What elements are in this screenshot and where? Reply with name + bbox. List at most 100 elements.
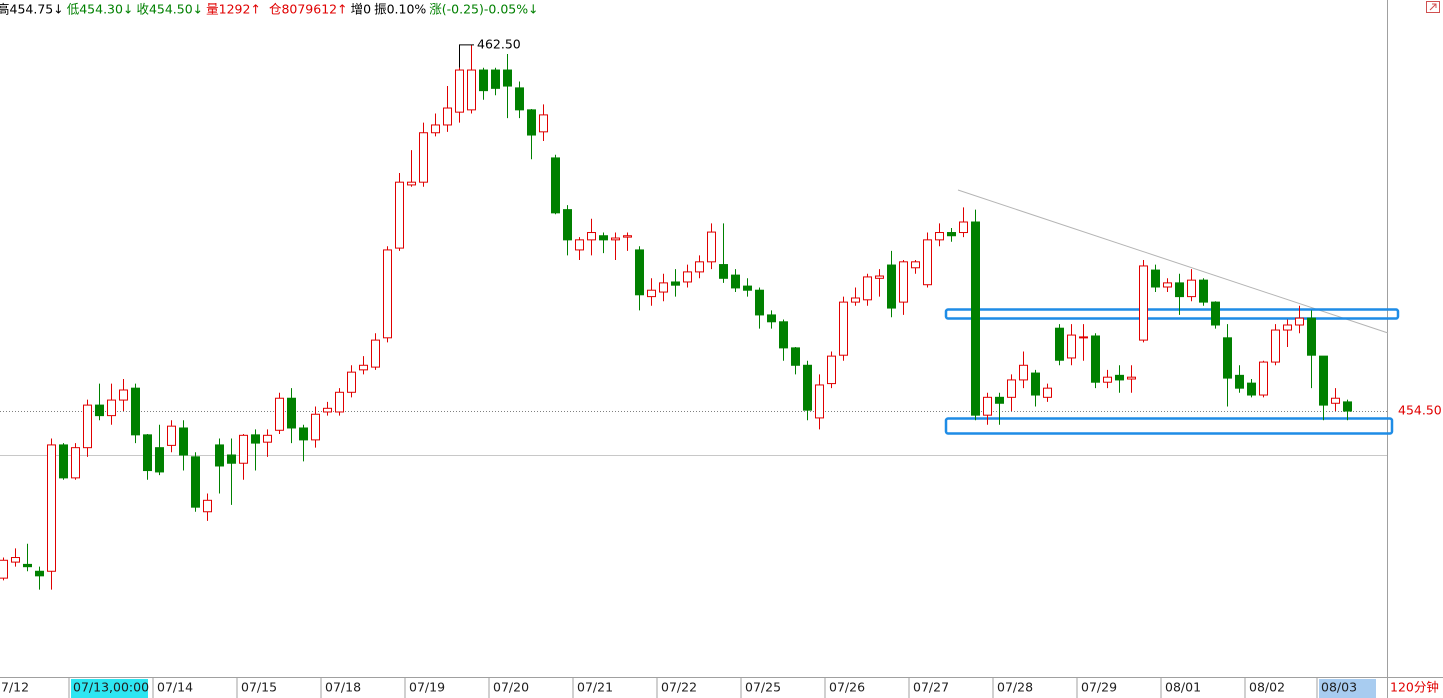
candle-body <box>911 261 920 269</box>
last-price-label: 454.50 <box>1398 403 1442 418</box>
candle-body <box>1343 401 1352 412</box>
candle-body <box>599 235 608 241</box>
candle-body <box>923 239 932 286</box>
candle-body <box>851 297 860 303</box>
candle-body <box>179 427 188 456</box>
candle-body <box>311 413 320 441</box>
candle-body <box>107 399 116 417</box>
header-item: 仓8079612↑ <box>269 2 348 17</box>
candle-body <box>815 384 824 419</box>
candle-body <box>395 181 404 249</box>
candle-body <box>59 444 68 479</box>
candle-body <box>839 301 848 356</box>
candle-body <box>1211 301 1220 326</box>
candle-body <box>1235 374 1244 389</box>
candle-body <box>167 425 176 446</box>
candle-body <box>323 407 332 413</box>
candle-body <box>899 261 908 303</box>
candle-body <box>1199 279 1208 303</box>
candle-body <box>995 396 1004 404</box>
x-tick-label: 07/29 <box>1081 680 1117 695</box>
candle-body <box>263 434 272 443</box>
candle-body <box>1127 376 1136 380</box>
candle-body <box>155 447 164 473</box>
expand-icon[interactable] <box>1426 1 1440 13</box>
support-box <box>944 417 1394 435</box>
candle-body <box>119 389 128 401</box>
candle-body <box>467 69 476 111</box>
candle-body <box>1115 374 1124 381</box>
candle-body <box>1163 282 1172 288</box>
x-tick-label: 07/15 <box>241 680 277 695</box>
header-item: 振0.10% <box>374 2 426 17</box>
candle-body <box>1103 376 1112 383</box>
header: 高454.75↓ 低454.30↓ 收454.50↓ 量1292↑ 仓8079612↑ 增… <box>0 2 539 17</box>
header-item: 增0 <box>351 2 372 17</box>
candle-body <box>1271 329 1280 363</box>
x-tick-label: 07/19 <box>409 680 445 695</box>
candle-body <box>1139 265 1148 341</box>
candle-body <box>1151 269 1160 288</box>
candle-body <box>767 314 776 323</box>
candle-body <box>239 434 248 464</box>
x-tick-label: 07/22 <box>661 680 697 695</box>
candle-body <box>299 427 308 441</box>
candle-body <box>371 339 380 368</box>
x-tick-label: 07/26 <box>829 680 865 695</box>
candle-body <box>83 404 92 449</box>
candle-body <box>1091 335 1100 383</box>
candle-body <box>791 347 800 366</box>
candle-body <box>743 285 752 291</box>
x-tick-label: 08/03 <box>1321 680 1357 695</box>
interval-label: 120分钟 <box>1390 680 1439 695</box>
candle-body <box>731 274 740 289</box>
candle-body <box>1247 382 1256 396</box>
candle-body <box>1223 337 1232 379</box>
x-tick-label: 07/21 <box>577 680 613 695</box>
candle-body <box>23 563 32 568</box>
candle-body <box>863 276 872 301</box>
candle-body <box>1019 364 1028 381</box>
candle-body <box>659 282 668 293</box>
candle-body <box>95 404 104 417</box>
candle-body <box>1079 336 1088 339</box>
candle-body <box>491 69 500 89</box>
candle-body <box>563 209 572 241</box>
candle-body <box>1175 282 1184 298</box>
candle-body <box>947 232 956 237</box>
candle-body <box>215 444 224 467</box>
header-item: 低454.30↓ <box>67 2 134 17</box>
candle-body <box>191 456 200 508</box>
candle-body <box>359 364 368 371</box>
candle-body <box>419 132 428 183</box>
x-tick-label: 07/20 <box>493 680 529 695</box>
candle-body <box>407 181 416 186</box>
candle-body <box>587 232 596 241</box>
candle-body <box>1319 355 1328 406</box>
candle-body <box>431 124 440 134</box>
candle-body <box>755 289 764 316</box>
candle-body <box>1283 324 1292 331</box>
x-tick-label: 07/18 <box>325 680 361 695</box>
candle-body <box>887 264 896 309</box>
candle-body <box>971 221 980 416</box>
candle-body <box>623 235 632 238</box>
x-tick-label: 7/12 <box>1 680 29 695</box>
category-highlight <box>1319 679 1376 698</box>
x-tick-label: 07/25 <box>745 680 781 695</box>
candle-body <box>611 237 620 241</box>
header-item: 量1292↑ <box>206 2 261 17</box>
category-highlight <box>71 679 148 698</box>
candle-body <box>1187 279 1196 298</box>
candle-body <box>827 355 836 385</box>
candle-body <box>479 69 488 92</box>
candle-body <box>551 157 560 214</box>
candle-body <box>287 397 296 429</box>
x-tick-label: 07/14 <box>157 680 193 695</box>
candle-body <box>251 434 260 444</box>
candle-body <box>1007 379 1016 398</box>
candle-body <box>71 447 80 479</box>
candle-body <box>335 391 344 413</box>
